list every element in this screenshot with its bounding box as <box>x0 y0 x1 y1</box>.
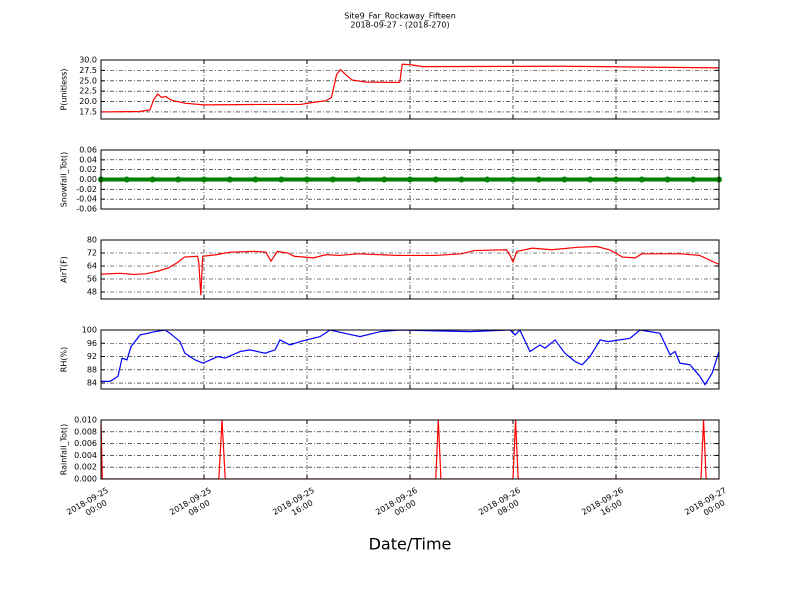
data-point <box>510 176 516 183</box>
data-point <box>201 176 207 183</box>
y-tick-label: 56 <box>87 275 97 284</box>
y-tick-label: 22.5 <box>79 87 97 96</box>
data-point <box>690 176 697 183</box>
x-tick-label: 2018-09-26 08:00 <box>477 484 529 525</box>
y-tick-label: 72 <box>87 249 97 258</box>
y-tick-label: 0.010 <box>74 416 97 425</box>
data-point <box>355 176 362 183</box>
data-point <box>329 176 336 183</box>
data-point <box>613 176 619 183</box>
y-tick-label: 88 <box>87 365 97 374</box>
plot-frame <box>100 419 720 480</box>
data-point <box>226 176 233 183</box>
data-line <box>101 63 719 113</box>
data-line <box>101 420 719 479</box>
y-tick-label: 0.000 <box>74 475 97 484</box>
data-line <box>101 245 719 296</box>
y-axis-label: RH(%) <box>60 347 69 372</box>
y-axis-label: AirT(F) <box>60 256 69 283</box>
x-tick-label: 2018-09-25 00:00 <box>65 484 117 525</box>
y-tick-label: 0.02 <box>79 165 97 174</box>
y-tick-label: 0.00 <box>79 175 97 184</box>
data-point <box>458 176 465 183</box>
y-axis-label: Snowfall_Tot() <box>60 152 69 208</box>
data-point <box>381 176 388 183</box>
data-point <box>535 176 542 183</box>
y-tick-label: 0.004 <box>74 451 97 460</box>
x-tick-label: 2018-09-26 00:00 <box>374 484 426 525</box>
y-tick-label: -0.06 <box>76 205 97 214</box>
data-point <box>252 176 259 183</box>
subtitle: 2018-09-27 - (2018-270) <box>350 21 449 30</box>
y-tick-label: 0.008 <box>74 427 97 436</box>
y-tick-label: -0.04 <box>76 195 97 204</box>
y-tick-label: 0.002 <box>74 463 97 472</box>
y-axis-label: Rainfall_Tot() <box>60 424 69 476</box>
y-tick-label: 17.5 <box>79 107 97 116</box>
y-tick-label: 84 <box>87 379 97 388</box>
y-axis-label: P(unitless) <box>60 68 69 110</box>
plot-frame <box>100 149 720 210</box>
x-tick-label: 2018-09-26 16:00 <box>580 484 632 525</box>
y-tick-label: 92 <box>87 352 97 361</box>
y-tick-label: 0.04 <box>79 155 97 164</box>
data-point <box>407 176 413 183</box>
plot-frame <box>100 329 720 390</box>
data-point <box>175 176 182 183</box>
x-tick-label: 2018-09-27 00:00 <box>683 484 735 525</box>
data-point <box>638 176 645 183</box>
plot-frame <box>100 59 720 120</box>
y-tick-label: 30.0 <box>79 56 97 65</box>
y-tick-label: 27.5 <box>79 66 97 75</box>
data-point <box>278 176 285 183</box>
data-point <box>149 176 156 183</box>
y-tick-label: 80 <box>87 236 97 245</box>
data-point <box>123 176 130 183</box>
plot-frame <box>100 239 720 300</box>
y-tick-label: 64 <box>87 262 97 271</box>
x-axis-label: Date/Time <box>369 535 452 554</box>
data-point <box>587 176 594 183</box>
title: Site9_Far_Rockaway_Fifteen <box>344 12 456 21</box>
data-point <box>432 176 439 183</box>
y-tick-label: 20.0 <box>79 97 97 106</box>
data-line <box>101 330 719 386</box>
data-point <box>304 176 310 183</box>
data-point <box>664 176 671 183</box>
data-point <box>484 176 491 183</box>
data-point <box>561 176 568 183</box>
y-tick-label: 0.006 <box>74 439 97 448</box>
x-tick-label: 2018-09-25 16:00 <box>271 484 323 525</box>
y-tick-label: 96 <box>87 339 97 348</box>
y-tick-label: 0.06 <box>79 146 97 155</box>
y-tick-label: 48 <box>87 288 97 297</box>
y-tick-label: 25.0 <box>79 76 97 85</box>
x-tick-label: 2018-09-25 08:00 <box>168 484 220 525</box>
y-tick-label: 100 <box>82 326 97 335</box>
y-tick-label: -0.02 <box>76 185 97 194</box>
